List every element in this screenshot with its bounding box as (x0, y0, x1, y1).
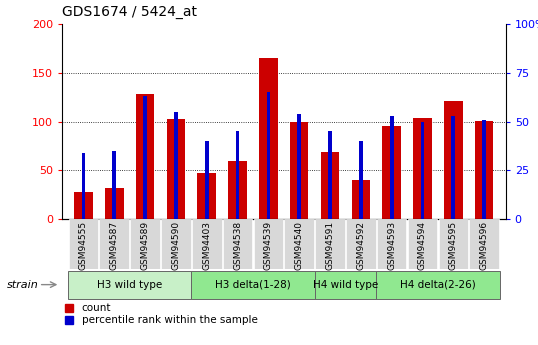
Bar (228, 161, 247, 219)
Text: GSM94596: GSM94596 (480, 220, 489, 270)
FancyBboxPatch shape (377, 219, 407, 269)
FancyBboxPatch shape (346, 219, 376, 269)
Text: GSM94591: GSM94591 (325, 220, 335, 270)
FancyBboxPatch shape (100, 219, 129, 269)
Bar (236, 131, 239, 219)
Bar (328, 131, 332, 219)
Text: GSM94592: GSM94592 (356, 220, 365, 269)
FancyBboxPatch shape (130, 219, 160, 269)
FancyBboxPatch shape (253, 219, 283, 269)
Text: GSM94595: GSM94595 (449, 220, 458, 270)
Text: GSM94587: GSM94587 (110, 220, 119, 270)
Text: GSM94555: GSM94555 (79, 220, 88, 270)
Bar (74, 192, 93, 219)
Legend: count, percentile rank within the sample: count, percentile rank within the sample (63, 301, 260, 327)
Bar (112, 151, 116, 219)
Text: GSM94540: GSM94540 (295, 220, 304, 269)
Bar (475, 121, 493, 219)
Bar (321, 152, 339, 219)
Text: H3 wild type: H3 wild type (97, 280, 162, 289)
Bar (359, 141, 363, 219)
FancyBboxPatch shape (315, 270, 376, 298)
Bar (482, 120, 486, 219)
Text: strain: strain (7, 280, 39, 289)
FancyBboxPatch shape (408, 219, 437, 269)
FancyBboxPatch shape (376, 270, 500, 298)
Text: GSM94538: GSM94538 (233, 220, 242, 270)
Text: GSM94593: GSM94593 (387, 220, 396, 270)
Bar (82, 153, 86, 219)
Bar (259, 58, 278, 219)
Bar (421, 122, 424, 219)
Bar (290, 122, 308, 219)
FancyBboxPatch shape (68, 270, 192, 298)
Bar (105, 188, 124, 219)
Bar (266, 92, 270, 219)
Bar (298, 114, 301, 219)
Bar (136, 94, 154, 219)
Text: H3 delta(1-28): H3 delta(1-28) (215, 280, 291, 289)
FancyBboxPatch shape (161, 219, 190, 269)
Text: GSM94539: GSM94539 (264, 220, 273, 270)
FancyBboxPatch shape (69, 219, 98, 269)
Text: H4 delta(2-26): H4 delta(2-26) (400, 280, 476, 289)
Text: GDS1674 / 5424_at: GDS1674 / 5424_at (62, 5, 197, 19)
FancyBboxPatch shape (315, 219, 345, 269)
Bar (205, 141, 209, 219)
FancyBboxPatch shape (192, 270, 315, 298)
Text: GSM94589: GSM94589 (140, 220, 150, 270)
Text: GSM94403: GSM94403 (202, 220, 211, 269)
Bar (383, 127, 401, 219)
Bar (197, 173, 216, 219)
Bar (444, 101, 463, 219)
FancyBboxPatch shape (438, 219, 468, 269)
FancyBboxPatch shape (192, 219, 222, 269)
Bar (167, 119, 185, 219)
Bar (451, 116, 455, 219)
Bar (413, 118, 431, 219)
Bar (143, 96, 147, 219)
Bar (352, 180, 370, 219)
Text: GSM94590: GSM94590 (172, 220, 180, 270)
Bar (390, 116, 393, 219)
Text: H4 wild type: H4 wild type (313, 280, 378, 289)
FancyBboxPatch shape (469, 219, 499, 269)
Text: GSM94594: GSM94594 (418, 220, 427, 269)
Bar (174, 112, 178, 219)
FancyBboxPatch shape (285, 219, 314, 269)
FancyBboxPatch shape (223, 219, 252, 269)
